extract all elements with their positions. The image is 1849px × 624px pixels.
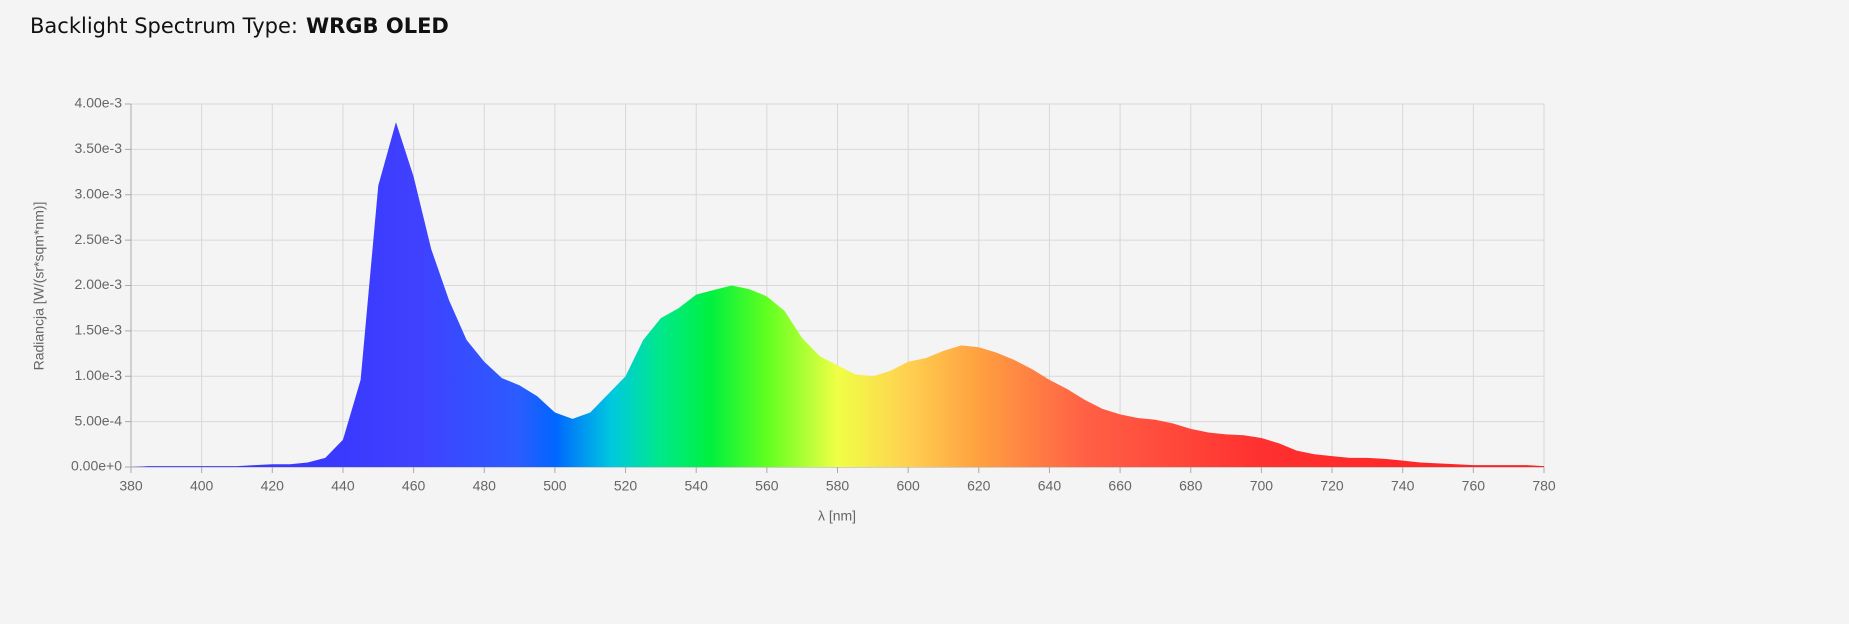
x-tick-label: 620 bbox=[967, 478, 991, 494]
x-tick-label: 780 bbox=[1532, 478, 1556, 494]
x-tick-label: 400 bbox=[190, 478, 214, 494]
x-tick-label: 660 bbox=[1108, 478, 1132, 494]
x-tick-label: 440 bbox=[331, 478, 355, 494]
y-tick-label: 2.00e-3 bbox=[75, 276, 123, 292]
y-tick-label: 0.00e+0 bbox=[71, 458, 122, 474]
chart-subtitle: WRGB OLED bbox=[306, 14, 449, 38]
x-tick-label: 380 bbox=[119, 478, 143, 494]
y-tick-label: 2.50e-3 bbox=[75, 231, 123, 247]
spectrum-area bbox=[131, 122, 1544, 468]
y-tick-label: 1.00e-3 bbox=[75, 367, 123, 383]
x-tick-label: 700 bbox=[1250, 478, 1274, 494]
y-tick-label: 3.00e-3 bbox=[75, 185, 123, 201]
x-tick-label: 680 bbox=[1179, 478, 1203, 494]
x-tick-label: 560 bbox=[755, 478, 779, 494]
x-tick-label: 420 bbox=[261, 478, 285, 494]
x-tick-label: 740 bbox=[1391, 478, 1415, 494]
chart-title: Backlight Spectrum Type: bbox=[30, 14, 298, 38]
x-tick-label: 520 bbox=[614, 478, 638, 494]
y-tick-label: 4.00e-3 bbox=[75, 95, 123, 111]
y-tick-label: 3.50e-3 bbox=[75, 140, 123, 156]
x-axis-label: λ [nm] bbox=[818, 508, 856, 524]
plot-area bbox=[131, 122, 1544, 468]
x-tick-label: 640 bbox=[1038, 478, 1062, 494]
x-tick-label: 540 bbox=[685, 478, 709, 494]
x-tick-label: 760 bbox=[1462, 478, 1486, 494]
y-tick-label: 1.50e-3 bbox=[75, 322, 123, 338]
x-tick-label: 460 bbox=[402, 478, 426, 494]
x-tick-label: 720 bbox=[1320, 478, 1344, 494]
x-tick-label: 580 bbox=[826, 478, 850, 494]
x-tick-label: 500 bbox=[543, 478, 567, 494]
y-tick-label: 5.00e-4 bbox=[75, 412, 123, 428]
y-axis-label: Radiancja [W/(sr*sqm*nm)] bbox=[31, 202, 47, 371]
x-tick-label: 480 bbox=[473, 478, 497, 494]
x-tick-label: 600 bbox=[896, 478, 920, 494]
